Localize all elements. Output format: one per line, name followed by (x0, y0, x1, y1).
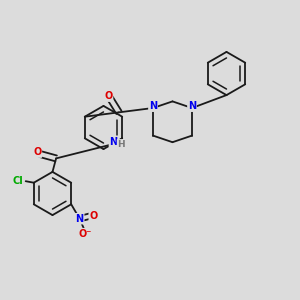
Text: O⁻: O⁻ (78, 229, 92, 239)
Text: N: N (188, 101, 196, 111)
Text: Cl: Cl (13, 176, 23, 186)
Text: N: N (149, 101, 157, 111)
Text: N: N (110, 137, 118, 147)
Text: O: O (104, 91, 112, 101)
Text: N: N (76, 214, 84, 224)
Text: O: O (33, 147, 41, 157)
Text: H: H (118, 140, 125, 149)
Text: O: O (89, 211, 98, 221)
